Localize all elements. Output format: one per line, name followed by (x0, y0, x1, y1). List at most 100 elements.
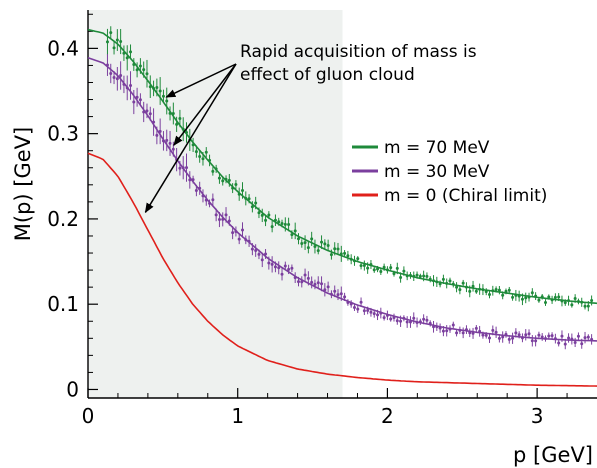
data-point (273, 265, 277, 269)
data-point (379, 270, 383, 274)
data-point (129, 83, 133, 87)
data-point (343, 295, 347, 299)
data-point (501, 335, 505, 339)
data-point (474, 326, 478, 330)
data-point (227, 178, 231, 182)
data-point (389, 266, 393, 270)
data-point (313, 245, 317, 249)
data-point (264, 218, 268, 222)
data-point (339, 292, 343, 296)
data-point (586, 304, 590, 308)
data-point (455, 285, 459, 289)
data-point (310, 237, 314, 241)
data-point (576, 334, 580, 338)
data-point (557, 295, 561, 299)
data-point (527, 332, 531, 336)
data-point (491, 328, 495, 332)
data-point (494, 330, 498, 334)
data-point (583, 304, 587, 308)
data-point (310, 280, 314, 284)
data-point (573, 340, 577, 344)
y-axis-title: M(p) [GeV] (11, 127, 35, 241)
data-point (221, 179, 225, 183)
data-point (547, 295, 551, 299)
data-point (329, 253, 333, 257)
data-point (445, 329, 449, 333)
data-point (530, 291, 534, 295)
data-point (283, 222, 287, 226)
data-point (138, 98, 142, 102)
data-point (267, 261, 271, 265)
series-curve-1 (87, 57, 597, 342)
data-point (405, 320, 409, 324)
x-tick-label: 3 (531, 404, 544, 428)
data-point (234, 183, 238, 187)
annotation-arrow-2 (144, 63, 237, 214)
data-point (247, 197, 251, 201)
data-point (366, 266, 370, 270)
legend-label-2: m = 0 (Chiral limit) (384, 186, 547, 206)
data-point (544, 301, 548, 305)
data-point (142, 68, 146, 72)
data-point (425, 318, 429, 322)
data-point (333, 247, 337, 251)
data-point (376, 313, 380, 317)
data-point (283, 264, 287, 268)
data-point (455, 331, 459, 335)
data-point (306, 246, 310, 250)
data-point (138, 64, 142, 68)
data-point (366, 308, 370, 312)
data-point (507, 288, 511, 292)
series-points-0 (105, 26, 594, 312)
data-point (520, 297, 524, 301)
data-point (320, 240, 324, 244)
data-point (119, 73, 123, 77)
data-point (290, 233, 294, 237)
data-point (399, 276, 403, 280)
data-point (165, 138, 169, 142)
data-point (560, 334, 564, 338)
x-tick-label: 0 (82, 404, 95, 428)
data-point (468, 289, 472, 293)
series-curve-0 (87, 28, 597, 305)
data-point (204, 150, 208, 154)
data-point (372, 312, 376, 316)
data-point (287, 267, 291, 271)
data-point (303, 273, 307, 277)
data-point (109, 71, 113, 75)
x-tick-label: 1 (231, 404, 244, 428)
data-point (105, 40, 109, 44)
data-point (422, 317, 426, 321)
data-point (497, 288, 501, 292)
data-point (326, 285, 330, 289)
data-point (474, 289, 478, 293)
annotation-line-1: Rapid acquisition of mass is (240, 42, 477, 62)
data-point (395, 319, 399, 323)
y-tick-label: 0.3 (47, 122, 79, 146)
data-point (135, 68, 139, 72)
data-point (109, 31, 113, 35)
data-point (326, 243, 330, 247)
data-point (293, 229, 297, 233)
data-point (553, 295, 557, 299)
data-point (112, 76, 116, 80)
data-point (277, 266, 281, 270)
data-point (359, 300, 363, 304)
data-point (402, 269, 406, 273)
data-point (415, 273, 419, 277)
data-point (372, 268, 376, 272)
data-point (198, 154, 202, 158)
data-point (382, 265, 386, 269)
data-point (267, 213, 271, 217)
data-point (185, 166, 189, 170)
data-point (132, 100, 136, 104)
y-tick-label: 0 (66, 377, 79, 401)
data-point (441, 329, 445, 333)
data-point (563, 301, 567, 305)
data-point (573, 296, 577, 300)
data-point (534, 339, 538, 343)
data-point (145, 72, 149, 76)
data-point (155, 133, 159, 137)
data-point (316, 281, 320, 285)
